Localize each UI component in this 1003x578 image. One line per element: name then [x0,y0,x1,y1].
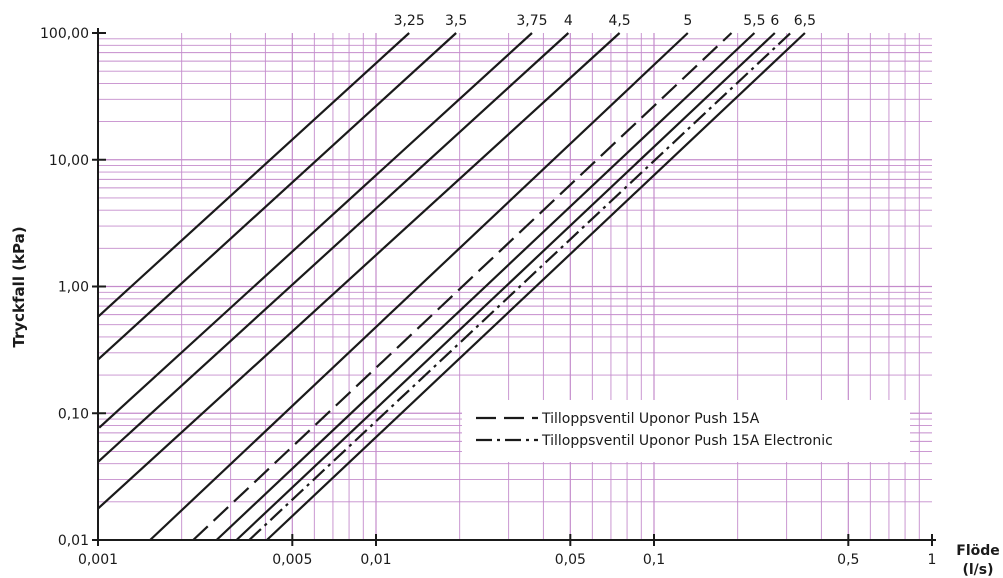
series-line-dashed [192,32,733,541]
series-top-label: 5,5 [743,13,765,29]
legend-label: Tilloppsventil Uponor Push 15A [541,411,760,427]
legend: Tilloppsventil Uponor Push 15A Tilloppsve… [462,400,910,462]
y-tick-label: 0,01 [58,533,89,549]
x-axis-label-line2: (l/s) [962,562,993,578]
x-tick-label: 1 [928,552,937,568]
series-line-solid [235,32,776,541]
series-top-label: 6,5 [794,13,816,29]
series-line-solid [97,32,570,463]
series-line-solid [97,32,621,510]
y-tick-label: 0,10 [58,406,89,422]
x-tick-label: 0,5 [837,552,859,568]
series-top-label: 6 [770,13,779,29]
series-line-solid [149,32,689,541]
x-tick-label: 0,01 [360,552,391,568]
series-top-label: 3,5 [445,13,467,29]
x-tick-label: 0,1 [643,552,665,568]
series-top-label: 4 [564,13,573,29]
y-axis-label: Tryckfall (kPa) [10,226,28,347]
axes: 3,25 3,5 3,75 4 4,5 5 5,5 6 6,50,010,101,0010,00… [40,13,936,568]
y-tick-label: 100,00 [40,26,89,42]
y-tick-label: 1,00 [58,280,89,296]
legend-label: Tilloppsventil Uponor Push 15A Electroni… [541,433,833,449]
series-line-solid [98,32,533,429]
y-tick-label: 10,00 [49,153,89,169]
grid [97,33,932,541]
series-line-solid [266,32,806,541]
series-top-label: 4,5 [608,13,630,29]
series-line-solid [215,32,756,541]
x-tick-label: 0,001 [78,552,118,568]
x-axis-label-line1: Flöde [956,543,1000,559]
series-top-label: 3,75 [516,13,547,29]
series-line-solid [97,32,410,318]
series-top-label: 5 [683,13,692,29]
x-tick-label: 0,05 [555,552,586,568]
series-lines [97,32,806,541]
series-line-solid [97,32,457,361]
series-line-dashdot [248,32,792,541]
series-top-label: 3,25 [394,13,425,29]
x-tick-label: 0,005 [272,552,312,568]
legend-box [462,400,910,462]
